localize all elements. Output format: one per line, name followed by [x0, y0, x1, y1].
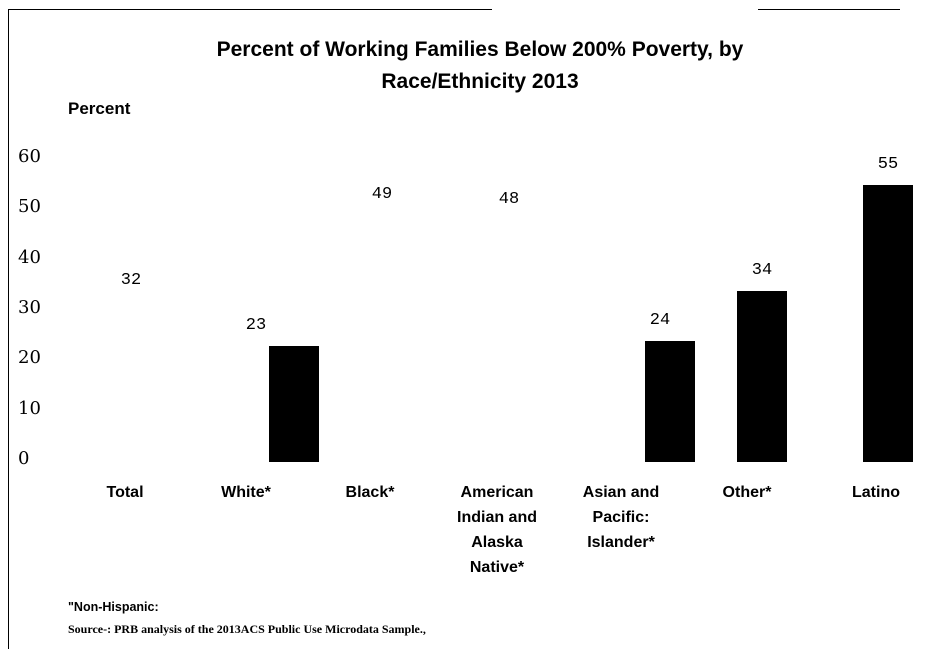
frame-left-line — [8, 9, 9, 649]
x-category-label-6: Latino — [852, 484, 900, 501]
y-tick-label: 20 — [18, 347, 41, 369]
y-tick-label: 60 — [18, 146, 41, 167]
data-label-6: 55 — [877, 155, 899, 175]
x-category-label-2: Black* — [345, 484, 395, 501]
y-tick-label: 30 — [18, 297, 41, 318]
x-category-label-4: Asian and Pacific: Islander* — [582, 484, 660, 551]
x-category-label-0: Total — [106, 484, 144, 501]
footnote-non-hispanic: "Non-Hispanic: — [68, 600, 159, 614]
chart-title: Percent of Working Families Below 200% P… — [100, 34, 860, 98]
y-tick-label: 10 — [18, 397, 41, 419]
x-category-label-3: American Indian and Alaska Native* — [457, 484, 537, 576]
x-category-label-5: Other* — [722, 484, 772, 501]
data-label-1: 23 — [245, 316, 267, 336]
bar-5 — [737, 290, 787, 462]
footnote-source: Source-: PRB analysis of the 2013ACS Pub… — [68, 622, 426, 636]
data-label-3: 48 — [498, 190, 520, 210]
frame-top-left-line — [8, 9, 492, 10]
bar-4 — [645, 341, 695, 462]
y-tick-label: 40 — [18, 246, 41, 268]
bar-1 — [269, 346, 319, 462]
data-label-5: 34 — [751, 260, 773, 280]
data-label-4: 24 — [649, 311, 671, 331]
chart-title-line-1: Percent of Working Families Below 200% P… — [216, 38, 744, 61]
data-label-0: 32 — [120, 270, 142, 290]
y-tick-label: 50 — [18, 196, 41, 218]
bar-6 — [863, 185, 913, 462]
data-label-2: 49 — [371, 185, 393, 205]
y-tick-label: 0 — [18, 448, 30, 469]
chart-title-line-2: Race/Ethnicity 2013 — [381, 70, 579, 93]
y-axis-label: Percent — [68, 99, 131, 118]
x-category-label-1: White* — [221, 484, 271, 501]
frame-top-right-line — [758, 9, 900, 10]
